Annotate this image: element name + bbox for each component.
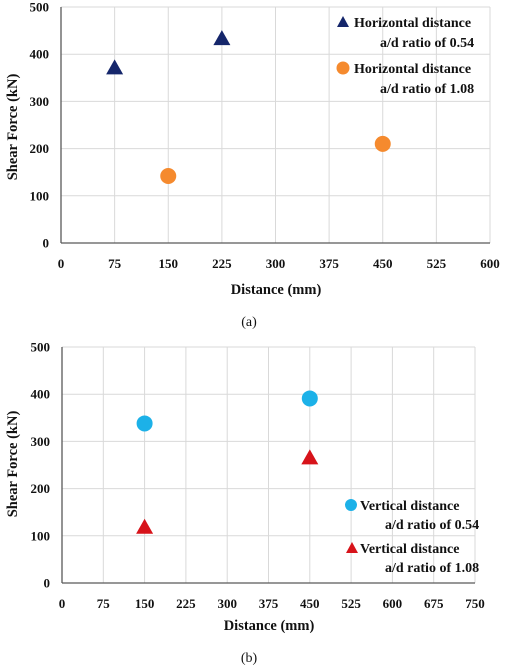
chart-a-series-0-point [106, 59, 124, 75]
chart-b-y-tick-label: 0 [44, 576, 51, 591]
chart-b-x-tick-label: 675 [424, 596, 444, 611]
chart-b-legend-marker-0 [345, 499, 357, 511]
chart-a-legend-marker-1 [336, 61, 350, 75]
chart-a-caption: (a) [241, 315, 257, 330]
chart-b-y-tick-label: 400 [31, 387, 51, 402]
chart-a-x-tick-label: 450 [373, 256, 393, 271]
chart-a-data-points [106, 30, 391, 184]
chart-b-series-0-point [136, 415, 153, 432]
chart-b-y-tick-label: 300 [31, 434, 51, 449]
chart-b-y-tick-label: 500 [31, 340, 51, 355]
chart-b-x-tick-label: 600 [383, 596, 403, 611]
chart-a-gridlines [61, 6, 491, 243]
chart-b-x-tick-label: 150 [135, 596, 155, 611]
chart-a-series-1-point [160, 167, 177, 184]
chart-b-x-tick-label: 450 [300, 596, 320, 611]
chart-a-y-tick-label: 500 [30, 0, 50, 15]
chart-a-x-tick-label: 300 [266, 256, 286, 271]
chart-b-legend-label-0-line2: a/d ratio of 0.54 [385, 518, 479, 533]
chart-a-y-tick-label: 400 [30, 47, 50, 62]
chart-b-axes [61, 347, 475, 584]
chart-a: 0 100 200 300 400 500 0 75 150 225 300 375 450 525 60… [5, 0, 500, 330]
chart-a-legend-label-0-line2: a/d ratio of 0.54 [380, 36, 474, 51]
chart-a-y-tick-label: 0 [43, 236, 50, 251]
chart-a-y-axis-title: Shear Force (kN) [5, 74, 21, 181]
chart-b-x-tick-label: 525 [341, 596, 361, 611]
chart-a-x-tick-label: 150 [159, 256, 179, 271]
chart-b-y-tick-label: 100 [31, 528, 51, 543]
chart-b-series-1-point [301, 449, 319, 465]
chart-a-y-tick-label: 100 [30, 188, 50, 203]
chart-b-x-tick-label: 0 [59, 596, 66, 611]
chart-a-y-tick-label: 300 [30, 94, 50, 109]
chart-b-data-points [136, 390, 319, 534]
chart-a-legend-marker-0 [337, 16, 349, 27]
chart-b-x-axis-title: Distance (mm) [224, 618, 315, 634]
chart-a-y-tick-label: 200 [30, 141, 50, 156]
chart-a-x-tick-labels: 0 75 150 225 300 375 450 525 600 [58, 256, 500, 271]
chart-a-x-axis-title: Distance (mm) [231, 282, 322, 298]
chart-b-x-tick-labels: 0 75 150 225 300 375 450 525 600 675 750 [59, 596, 485, 611]
chart-a-legend-label-0-line1: Horizontal distance [354, 16, 471, 31]
chart-a-x-tick-label: 0 [58, 256, 65, 271]
chart-b-series-1-point [136, 518, 154, 534]
chart-a-x-tick-label: 600 [480, 256, 500, 271]
chart-b-legend: Vertical distance a/d ratio of 0.54 Vert… [345, 499, 479, 576]
chart-b-legend-label-0-line1: Vertical distance [360, 499, 459, 514]
chart-b-x-tick-label: 225 [176, 596, 196, 611]
chart-a-series-0-point [213, 30, 231, 46]
chart-a-x-tick-label: 225 [212, 256, 232, 271]
chart-b-gridlines [62, 346, 476, 583]
chart-a-legend: Horizontal distance a/d ratio of 0.54 Ho… [336, 16, 474, 97]
chart-b-legend-label-1-line2: a/d ratio of 1.08 [385, 561, 479, 576]
chart-b-y-tick-labels: 0 100 200 300 400 500 [31, 340, 51, 591]
chart-a-x-tick-label: 525 [427, 256, 447, 271]
chart-a-y-tick-labels: 0 100 200 300 400 500 [30, 0, 50, 251]
chart-b: 0 100 200 300 400 500 0 75 150 225 300 375 450 525 60… [5, 340, 485, 667]
chart-b-x-tick-label: 750 [465, 596, 485, 611]
chart-a-x-tick-label: 375 [319, 256, 339, 271]
chart-b-x-tick-label: 375 [259, 596, 279, 611]
chart-b-x-tick-label: 75 [97, 596, 111, 611]
chart-a-legend-label-1-line1: Horizontal distance [354, 62, 471, 77]
chart-a-legend-label-1-line2: a/d ratio of 1.08 [380, 82, 474, 97]
chart-b-y-axis-title: Shear Force (kN) [5, 411, 21, 518]
chart-a-axes [60, 7, 490, 244]
chart-a-series-1-point [374, 135, 391, 152]
chart-b-series-0-point [301, 390, 318, 407]
chart-b-caption: (b) [241, 651, 258, 666]
chart-b-x-tick-label: 300 [217, 596, 237, 611]
chart-b-legend-label-1-line1: Vertical distance [360, 542, 459, 557]
chart-a-x-tick-label: 75 [108, 256, 122, 271]
chart-b-legend-marker-1 [346, 542, 358, 553]
chart-b-y-tick-label: 200 [31, 481, 51, 496]
